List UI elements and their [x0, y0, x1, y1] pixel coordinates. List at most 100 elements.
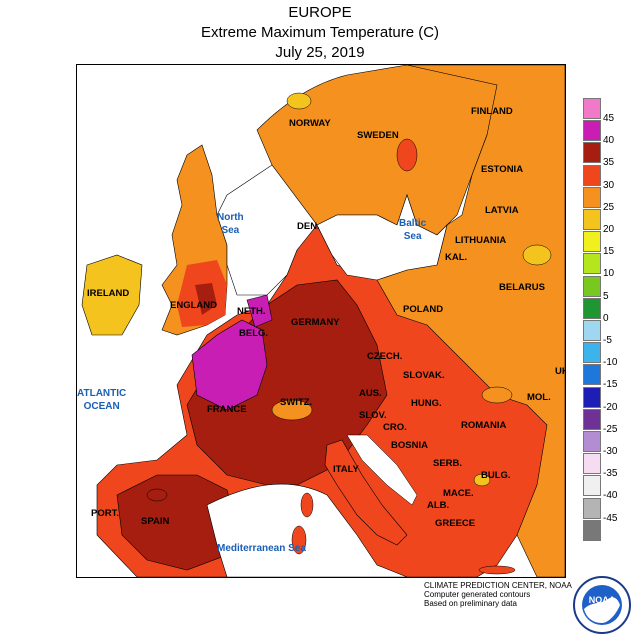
legend-value: -40: [603, 490, 618, 502]
map-title: EUROPE: [288, 4, 352, 21]
temperature-map: NORWAY SWEDEN FINLAND ESTONIA LATVIA LIT…: [76, 64, 566, 578]
legend-value: -30: [603, 446, 618, 457]
baltic-band: [377, 265, 547, 395]
country-label: SLOV.: [359, 410, 387, 421]
country-label: MOL.: [527, 392, 551, 403]
credit-block: CLIMATE PREDICTION CENTER, NOAA Computer…: [424, 581, 572, 608]
legend-value: -45: [603, 512, 618, 524]
england-hot: [195, 283, 217, 315]
legend-value: 35: [603, 157, 615, 169]
country-label: BULG.: [481, 470, 511, 481]
central-hot-zone: [186, 279, 388, 486]
corsica-island: [300, 492, 314, 518]
country-label: CRO.: [383, 422, 407, 433]
legend-swatch: [583, 186, 601, 208]
legend-value: 25: [603, 201, 615, 213]
map-subtitle: Extreme Maximum Temperature (C): [200, 24, 440, 41]
sea-label-mediterranean: Mediterranean Sea: [217, 543, 306, 554]
legend-swatch: [583, 253, 601, 275]
country-label: MACE.: [443, 488, 474, 499]
country-label: KAL.: [445, 252, 468, 263]
country-label: LATVIA: [485, 205, 519, 216]
country-label: CZECH.: [367, 351, 403, 362]
country-label: NORWAY: [289, 118, 331, 129]
map-graphic: [81, 65, 565, 577]
credit-line: Computer generated contours: [424, 590, 531, 599]
country-label: SLOVAK.: [403, 370, 445, 381]
country-label: BOSNIA: [391, 440, 428, 451]
france-extreme-zone: [191, 319, 268, 411]
legend-value: -5: [603, 335, 612, 346]
country-label: SWITZ.: [280, 397, 313, 408]
country-label: FRANCE: [207, 404, 247, 415]
legend-value: -10: [603, 357, 618, 369]
sweden-hot-spot: [396, 138, 418, 172]
bulgaria-cool-spot: [473, 473, 491, 487]
legend-value: -20: [603, 401, 618, 413]
sea-label-atlantic: ATLANTIC OCEAN: [77, 388, 127, 412]
country-label: ENGLAND: [170, 300, 217, 311]
adriatic-sea: [346, 434, 418, 506]
legend-value: 0: [603, 312, 609, 324]
north-sea: [216, 164, 318, 296]
legend-swatch: [583, 475, 601, 497]
noaa-logo-icon: NOAA: [573, 576, 631, 634]
legend-swatch: [583, 98, 601, 119]
legend-value: -25: [603, 423, 618, 435]
carpathian-cool-spot: [481, 386, 513, 404]
sardinia-island: [291, 525, 307, 555]
credit-line: Based on preliminary data: [424, 599, 517, 608]
legend-swatch: [583, 320, 601, 341]
logo-text: NOAA: [589, 595, 616, 605]
country-label: GERMANY: [291, 317, 340, 328]
legend-swatch: [583, 386, 601, 408]
country-label: ITALY: [333, 464, 359, 475]
legend-value: 5: [603, 290, 609, 302]
netherlands-extreme-zone: [246, 294, 273, 328]
legend-swatch: [583, 164, 601, 186]
crete-island: [478, 565, 516, 575]
legend-value: 30: [603, 179, 615, 191]
sea-label-baltic: Baltic Sea: [399, 218, 427, 242]
baltic-sea: [316, 194, 448, 281]
legend-swatch: [583, 497, 601, 519]
legend-value: 10: [603, 268, 615, 280]
country-label: NETH.: [237, 306, 266, 317]
legend-value: 40: [603, 135, 615, 147]
legend-swatch: [583, 431, 601, 452]
country-label: HUNG.: [411, 398, 442, 409]
legend-swatch: [583, 342, 601, 364]
legend-swatch: [583, 120, 601, 142]
country-label: BELG.: [239, 328, 269, 339]
legend-swatch: [583, 275, 601, 297]
credit-line: CLIMATE PREDICTION CENTER, NOAA: [424, 581, 572, 590]
legend-swatch: [583, 142, 601, 164]
legend-value: 15: [603, 246, 615, 258]
legend-value: -15: [603, 379, 618, 391]
legend-swatch: [583, 364, 601, 386]
country-label: ALB.: [427, 500, 450, 511]
legend-swatch: [583, 209, 601, 230]
legend-swatch: [583, 408, 601, 430]
italy-landmass: [324, 439, 408, 546]
legend-swatch: [583, 297, 601, 319]
legend-value: -35: [603, 468, 618, 480]
country-label: UK: [555, 366, 565, 377]
country-label: GREECE: [435, 518, 476, 529]
country-label: SWEDEN: [357, 130, 399, 141]
country-label: BELARUS: [499, 282, 545, 293]
country-label: FINLAND: [471, 106, 513, 117]
belarus-cool-spot: [522, 244, 552, 266]
country-label: ESTONIA: [481, 164, 524, 175]
legend-swatch: [583, 453, 601, 475]
map-date: July 25, 2019: [275, 44, 365, 61]
legend-swatch: [583, 519, 601, 541]
mediterranean-sea: [206, 483, 408, 577]
country-label: LITHUANIA: [455, 235, 507, 246]
norway-cool-spot: [286, 92, 312, 110]
country-label: PORT.: [91, 508, 119, 519]
country-label: AUS.: [359, 388, 382, 399]
country-label: IRELAND: [87, 288, 130, 299]
country-label: DEN.: [297, 221, 320, 232]
ireland-landmass: [81, 254, 143, 336]
